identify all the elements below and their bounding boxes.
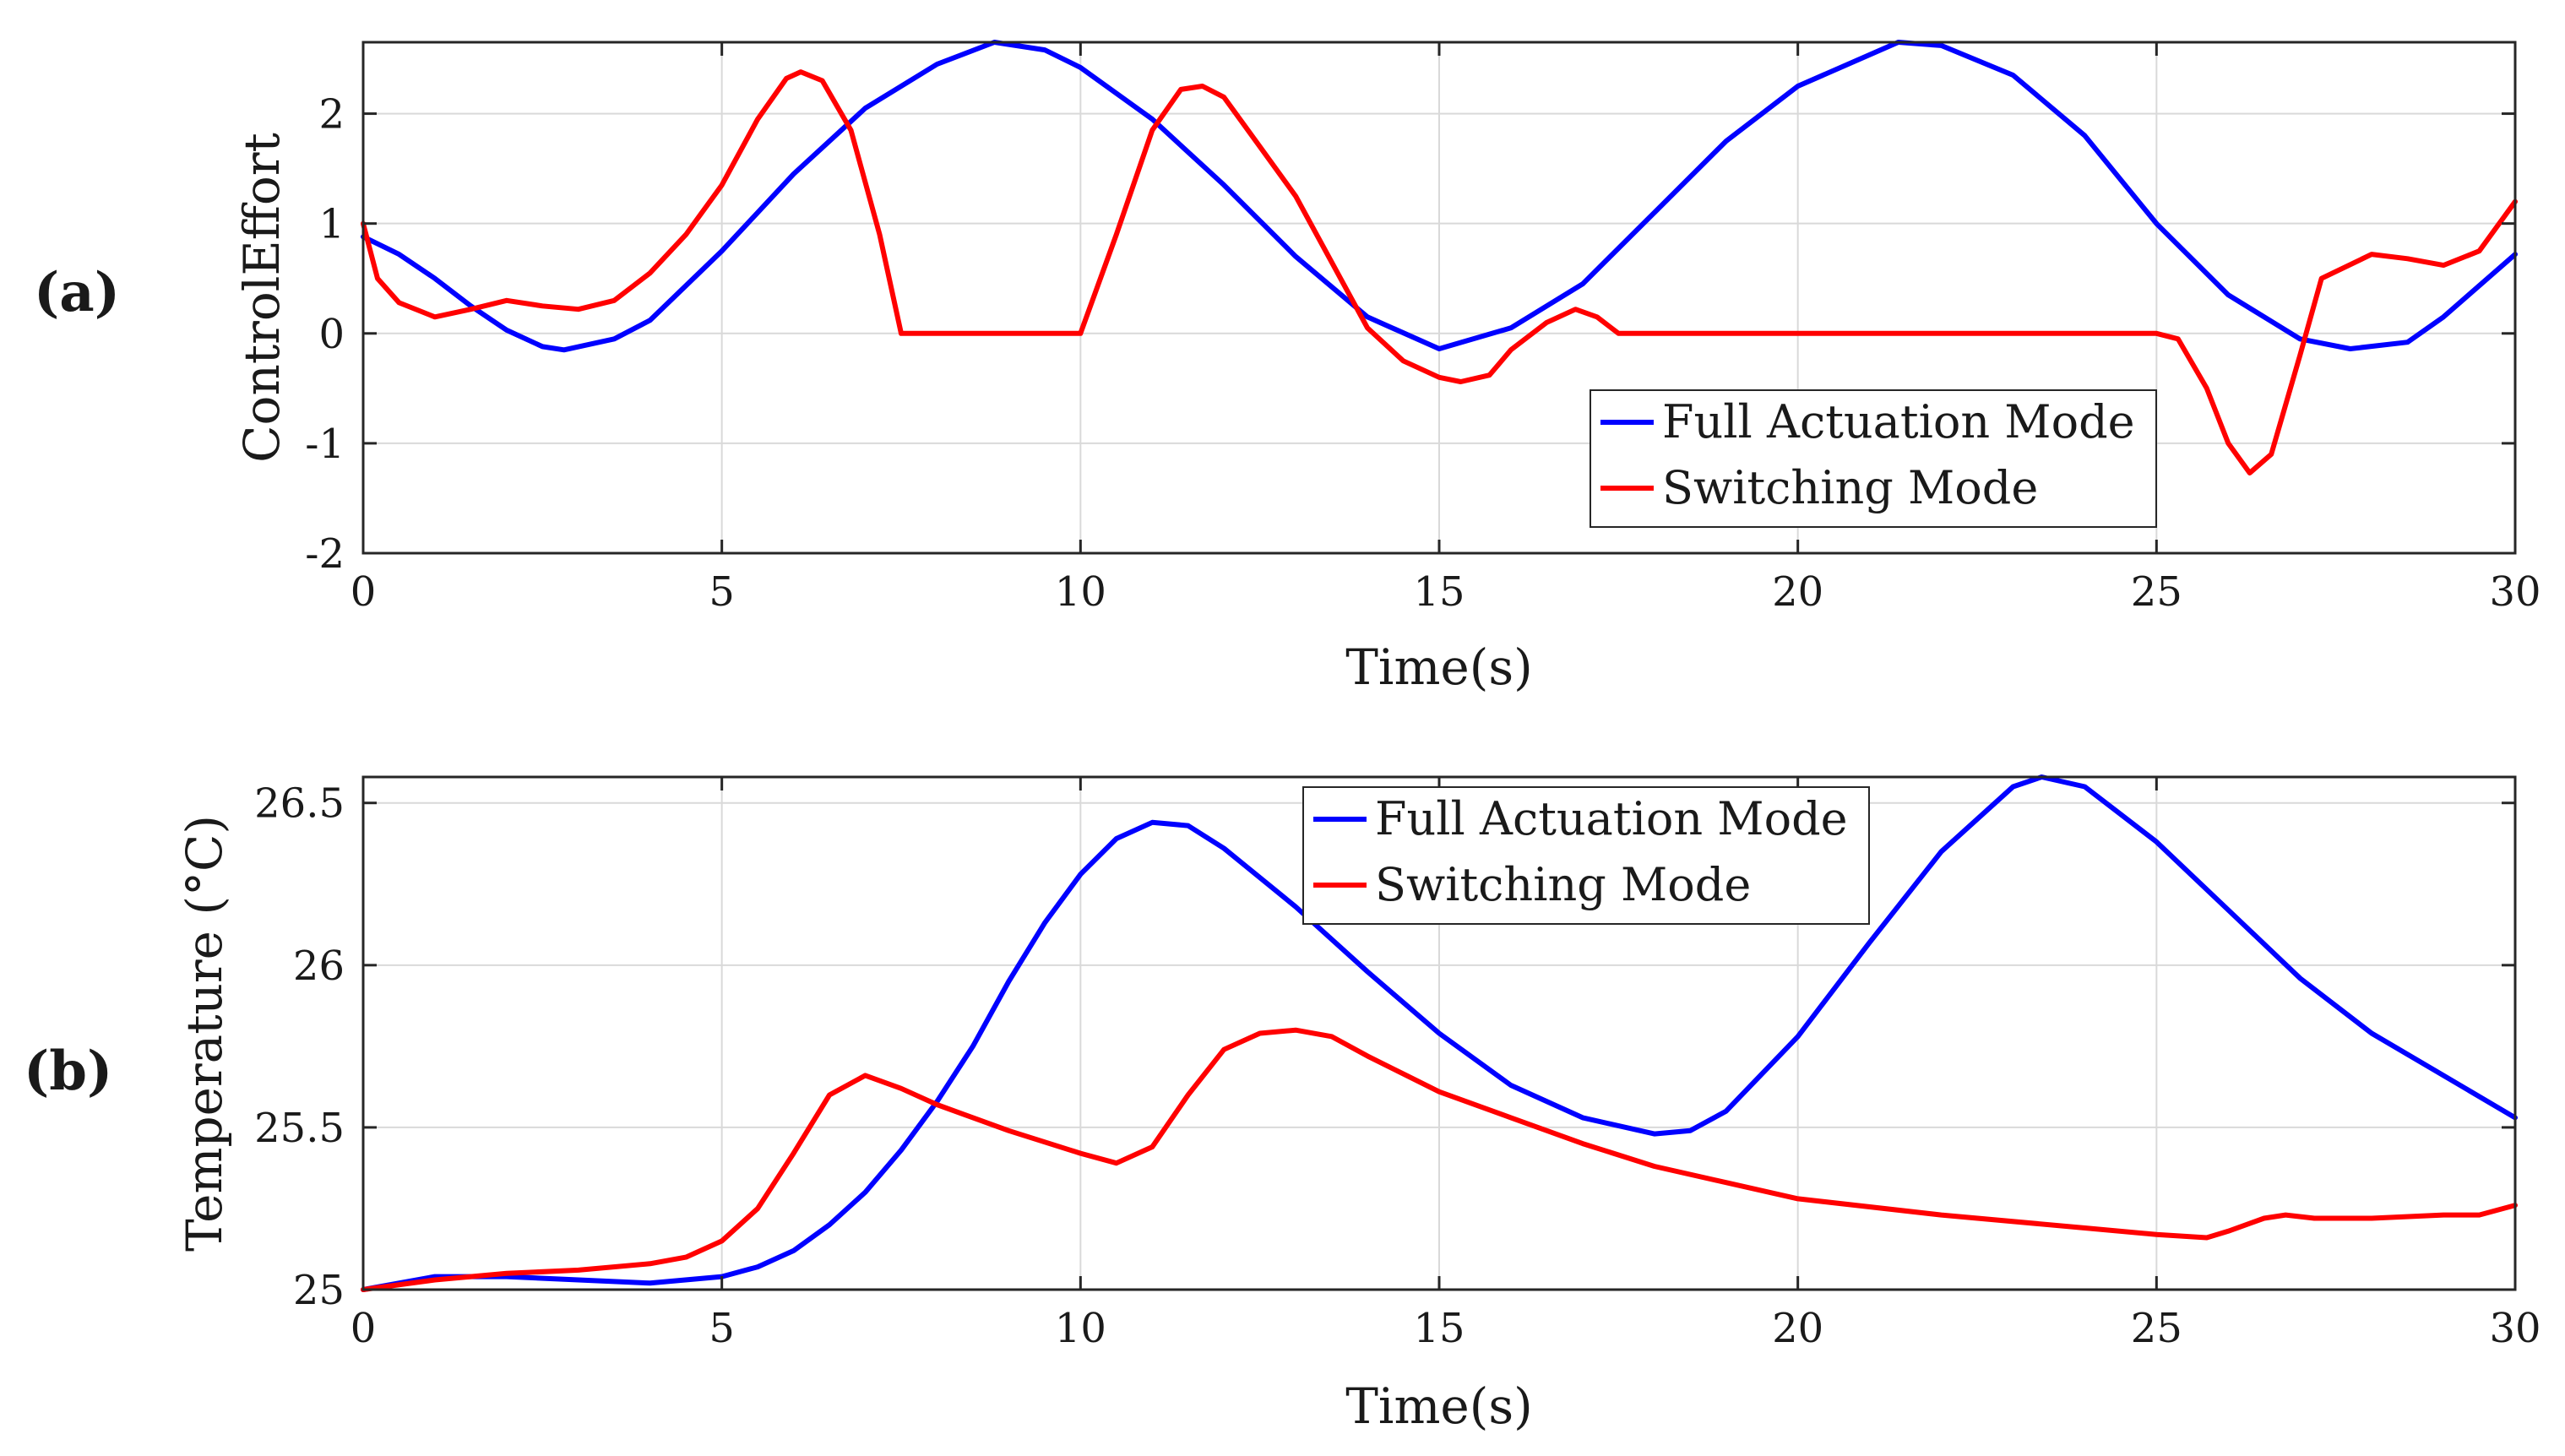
x-tick-label: 15: [1413, 568, 1465, 616]
x-axis-label: Time(s): [1345, 638, 1533, 696]
x-tick-label: 5: [709, 1305, 735, 1352]
y-axis-label: Temperature (°C): [176, 815, 233, 1252]
y-tick-label: 25.5: [254, 1105, 345, 1152]
series-line-full-actuation: [361, 774, 2518, 1292]
x-tick-label: 0: [351, 1305, 377, 1352]
y-tick-label: 1: [318, 201, 345, 248]
series-line-switching: [361, 1027, 2518, 1292]
x-tick-label: 15: [1413, 1305, 1465, 1352]
x-tick-label: 10: [1055, 568, 1106, 616]
y-tick-label: 2: [318, 91, 345, 139]
x-tick-label: 30: [2489, 1305, 2541, 1352]
x-axis-label: Time(s): [1345, 1377, 1533, 1435]
y-tick-label: -2: [305, 530, 345, 578]
x-tick-label: 25: [2131, 568, 2182, 616]
x-tick-label: 5: [709, 568, 735, 616]
y-tick-label: 0: [318, 311, 345, 358]
legend: Full Actuation Mode Switching Mode: [1302, 786, 1870, 925]
x-tick-label: 0: [351, 568, 377, 616]
series-layer: [361, 40, 2518, 475]
x-tick-label: 25: [2131, 1305, 2182, 1352]
legend-label-full-actuation: Full Actuation Mode: [1375, 792, 1848, 845]
y-tick-label: 25: [293, 1267, 345, 1314]
legend-label-full-actuation: Full Actuation Mode: [1662, 395, 2135, 448]
x-tick-label: 20: [1772, 1305, 1823, 1352]
y-tick-label: -1: [305, 421, 345, 468]
legend-box: [1302, 786, 1870, 925]
series-line-switching: [361, 69, 2518, 475]
y-tick-label: 26: [293, 943, 345, 990]
ticks: 0 5 10 15 20 25 30 -2 -1 0 1 2: [305, 42, 2541, 616]
x-tick-label: 10: [1055, 1305, 1106, 1352]
y-axis-label: ControlEffort: [233, 133, 291, 463]
series-line-full-actuation: [361, 40, 2518, 353]
chart-temperature: 0 5 10 15 20 25 30 25 25.5 26 26.5 Time(s) Tempera…: [24, 774, 2541, 1435]
x-tick-label: 30: [2489, 568, 2541, 616]
legend-label-switching: Switching Mode: [1375, 858, 1751, 911]
panel-label: (a): [34, 261, 120, 324]
legend: Full Actuation Mode Switching Mode: [1590, 389, 2157, 528]
series-layer: [361, 774, 2518, 1292]
legend-label-switching: Switching Mode: [1662, 461, 2038, 514]
legend-box: [1590, 389, 2157, 528]
chart-control-effort: 0 5 10 15 20 25 30 -2 -1 0 1 2 Time(s) ControlEffor…: [34, 40, 2541, 696]
panel-label: (b): [24, 1040, 112, 1103]
x-tick-label: 20: [1772, 568, 1823, 616]
y-tick-label: 26.5: [254, 780, 345, 828]
ticks: 0 5 10 15 20 25 30 25 25.5 26 26.5: [254, 777, 2541, 1352]
